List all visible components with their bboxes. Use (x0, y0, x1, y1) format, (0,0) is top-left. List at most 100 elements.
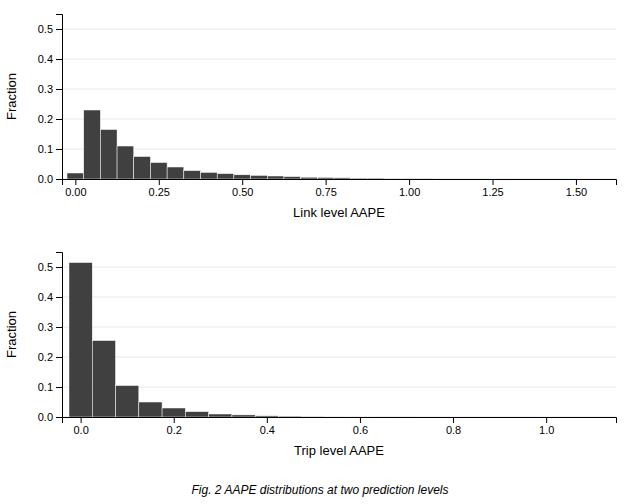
y-axis-tick-mark (56, 357, 62, 358)
grid (62, 29, 616, 179)
x-axis-tick: 0.50 (232, 179, 253, 198)
y-axis-domain (56, 15, 63, 180)
caption: Fig. 2 AAPE distributions at two predict… (191, 483, 448, 497)
y-axis: 0.00.10.20.30.40.5 (38, 253, 63, 424)
x-axis-tick-mark (81, 417, 82, 423)
histogram-bar (251, 175, 268, 179)
histogram-bar (134, 157, 151, 180)
y-axis-tick-label: 0.4 (38, 53, 53, 65)
histogram-bar (234, 175, 251, 179)
y-axis-tick-mark (56, 179, 62, 180)
y-axis-tick: 0.2 (38, 113, 62, 125)
histogram-bar (417, 178, 434, 179)
histogram-bar (372, 416, 395, 417)
x-axis-tick-mark (360, 417, 361, 423)
y-axis-tick-mark (56, 119, 62, 120)
y-axis-tick-label: 0.3 (38, 83, 53, 95)
histogram-bar (232, 415, 255, 417)
x-axis-tick-label: 0.00 (65, 186, 86, 198)
x-axis-tick-mark (546, 417, 547, 423)
histogram-bar (501, 178, 518, 179)
histogram-bar (301, 177, 318, 179)
histogram-bar (150, 163, 167, 180)
x-axis-title: Trip level AAPE (294, 443, 384, 458)
y-axis-tick-mark (56, 417, 62, 418)
histogram-bar (334, 178, 351, 179)
histogram-bar (467, 178, 484, 179)
grid-line (62, 29, 616, 30)
y-axis-tick: 0.3 (38, 321, 62, 333)
x-axis: 0.0 0.2 0.4 0.6 0.8 1.0 (63, 417, 617, 436)
histogram-bar (184, 171, 201, 179)
x-axis-tick-label: 1.50 (566, 186, 587, 198)
x-axis-tick-mark (75, 179, 76, 185)
histogram-bar (92, 341, 115, 418)
x-axis-tick: 0.6 (353, 417, 368, 436)
x-axis-tick-label: 1.25 (482, 186, 503, 198)
x-axis-tick: 0.8 (446, 417, 461, 436)
histogram-bar (255, 416, 278, 417)
x-axis-tick-mark (409, 179, 410, 185)
x-axis-domain (63, 180, 617, 186)
histogram-bar (434, 178, 451, 179)
y-axis-tick: 0.5 (38, 261, 62, 273)
histogram-bar (351, 178, 368, 179)
x-axis-tick-mark (174, 417, 175, 423)
histogram-bar (302, 416, 325, 417)
histogram-bar (395, 416, 418, 417)
y-axis-tick-label: 0.5 (38, 23, 53, 35)
y-axis-tick-mark (56, 149, 62, 150)
x-axis-tick-label: 0.2 (167, 424, 182, 436)
x-axis-tick: 1.25 (482, 179, 503, 198)
histogram-bar (568, 178, 585, 179)
histogram-bar (167, 167, 184, 179)
histogram-bar (284, 177, 301, 179)
y-axis-tick-mark (56, 29, 62, 30)
histogram-bar (139, 402, 162, 417)
x-axis-tick-label: 0.8 (446, 424, 461, 436)
figure: 0.000.250.500.751.001.251.500.00.10.20.3… (0, 0, 640, 504)
x-axis-tick-label: 1.0 (539, 424, 554, 436)
grid-line (62, 59, 616, 60)
histogram-bar (518, 178, 535, 179)
x-axis-tick: 1.00 (399, 179, 420, 198)
histogram-bar (325, 416, 348, 417)
histogram-bar (117, 146, 134, 179)
x-axis-title: Link level AAPE (293, 205, 385, 220)
y-axis: 0.0 0.1 0.2 0.3 0.4 0.5 (38, 15, 63, 186)
grid-line (62, 149, 616, 150)
histogram-bar (278, 416, 301, 417)
histogram-bar (84, 110, 101, 179)
y-axis-tick-label: 0.2 (38, 113, 53, 125)
x-axis-tick-mark (267, 417, 268, 423)
histogram-bar (348, 416, 371, 417)
x-axis-tick-mark (576, 179, 577, 185)
y-axis-tick-label: 0.0 (38, 173, 53, 185)
y-axis-tick-label: 0.0 (38, 411, 53, 423)
x-axis-tick: 0.75 (315, 179, 336, 198)
y-axis-tick-label: 0.5 (38, 261, 53, 273)
y-axis-tick: 0.4 (38, 53, 62, 65)
x-axis-tick-label: 1.00 (399, 186, 420, 198)
histogram-bar (551, 178, 568, 179)
histogram-bar (317, 178, 334, 180)
histogram-bar (100, 130, 117, 180)
grid-line (62, 327, 616, 328)
y-axis-tick-label: 0.4 (38, 291, 53, 303)
histogram-bar (162, 408, 185, 417)
y-axis-tick-mark (56, 327, 62, 328)
y-axis-tick-mark (56, 59, 62, 60)
y-axis-tick-label: 0.1 (38, 143, 53, 155)
grid-line (62, 387, 616, 388)
grid-line (62, 297, 616, 298)
x-axis-tick-mark (493, 179, 494, 185)
histogram-bar (484, 178, 501, 179)
x-axis-tick-label: 0.50 (232, 186, 253, 198)
x-axis-tick: 0.2 (167, 417, 182, 436)
histogram-bar (267, 176, 284, 179)
panel: 0.000.250.500.751.001.251.500.00.10.20.3… (4, 15, 617, 221)
grid-line (62, 267, 616, 268)
x-axis-tick: 0.4 (260, 417, 275, 436)
x-axis-tick-label: 0.0 (73, 424, 88, 436)
y-axis-tick-label: 0.2 (38, 351, 53, 363)
